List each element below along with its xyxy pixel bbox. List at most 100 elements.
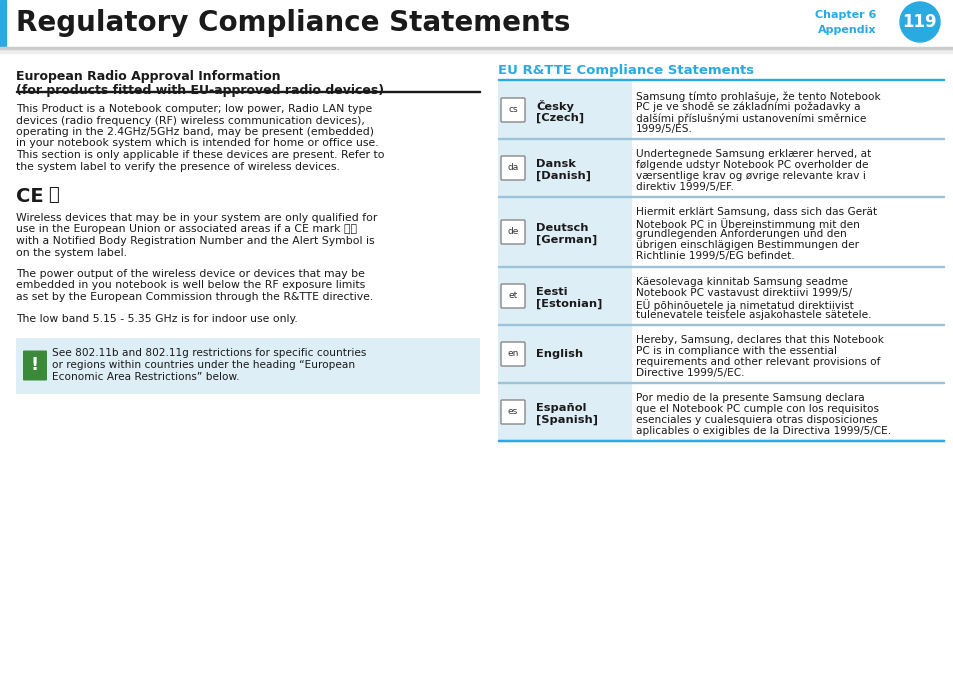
FancyBboxPatch shape (500, 98, 524, 122)
Bar (0, 0, 6, 46)
Text: with a Notified Body Registration Number and the Alert Symbol is: with a Notified Body Registration Number… (16, 236, 375, 246)
Text: Notebook PC in Übereinstimmung mit den: Notebook PC in Übereinstimmung mit den (636, 218, 859, 230)
Text: operating in the 2.4GHz/5GHz band, may be present (embedded): operating in the 2.4GHz/5GHz band, may b… (16, 127, 374, 137)
Text: [Czech]: [Czech] (536, 113, 583, 123)
Text: in your notebook system which is intended for home or office use.: in your notebook system which is intende… (16, 139, 378, 148)
Text: Deutsch: Deutsch (536, 223, 588, 233)
FancyBboxPatch shape (500, 220, 524, 244)
Text: Hiermit erklärt Samsung, dass sich das Gerät: Hiermit erklärt Samsung, dass sich das G… (636, 207, 877, 217)
Bar (631, 267, 943, 325)
Text: the system label to verify the presence of wireless devices.: the system label to verify the presence … (16, 162, 339, 171)
Text: [German]: [German] (536, 235, 597, 245)
Bar (16, 338, 479, 393)
Text: The low band 5.15 - 5.35 GHz is for indoor use only.: The low band 5.15 - 5.35 GHz is for indo… (16, 313, 297, 324)
Text: See 802.11b and 802.11g restrictions for specific countries: See 802.11b and 802.11g restrictions for… (52, 349, 366, 359)
Text: or regions within countries under the heading “European: or regions within countries under the he… (52, 360, 355, 370)
Text: requirements and other relevant provisions of: requirements and other relevant provisio… (636, 357, 880, 367)
Text: en: en (507, 349, 518, 359)
FancyBboxPatch shape (23, 351, 47, 380)
Text: Käesolevaga kinnitab Samsung seadme: Käesolevaga kinnitab Samsung seadme (636, 277, 847, 287)
Text: Directive 1999/5/EC.: Directive 1999/5/EC. (636, 368, 743, 378)
Text: Appendix: Appendix (817, 25, 875, 35)
FancyBboxPatch shape (500, 156, 524, 180)
Bar (631, 383, 943, 441)
Text: dalšími příslušnými ustanoveními směrnice: dalšími příslušnými ustanoveními směrnic… (636, 113, 865, 124)
Bar (497, 81, 631, 139)
Text: The power output of the wireless device or devices that may be: The power output of the wireless device … (16, 269, 364, 279)
Bar (497, 382, 943, 383)
Bar (0, 49, 953, 53)
Text: Chapter 6: Chapter 6 (814, 10, 875, 20)
Text: da: da (507, 164, 518, 173)
Bar (497, 197, 631, 267)
FancyBboxPatch shape (500, 400, 524, 424)
Bar (497, 267, 631, 325)
Bar (16, 91, 479, 92)
Text: de: de (507, 227, 518, 236)
Text: English: English (536, 349, 582, 359)
Bar (497, 440, 943, 441)
Bar (497, 325, 631, 383)
Text: es: es (507, 408, 517, 416)
Text: værsentlige krav og øvrige relevante krav i: værsentlige krav og øvrige relevante kra… (636, 171, 865, 181)
Text: CE: CE (16, 187, 44, 206)
Bar (497, 266, 943, 267)
Text: Richtlinie 1999/5/EG befindet.: Richtlinie 1999/5/EG befindet. (636, 251, 794, 261)
Bar (497, 383, 631, 441)
Text: übrigen einschlägigen Bestimmungen der: übrigen einschlägigen Bestimmungen der (636, 240, 858, 250)
Bar (631, 197, 943, 267)
Text: Eesti: Eesti (536, 287, 567, 297)
Text: Dansk: Dansk (536, 159, 576, 169)
Text: ⓘ: ⓘ (48, 186, 59, 204)
Text: Español: Español (536, 403, 586, 413)
Text: følgende udstyr Notebook PC overholder de: følgende udstyr Notebook PC overholder d… (636, 160, 867, 170)
Bar (497, 439, 943, 441)
Text: 1999/5/ES.: 1999/5/ES. (636, 124, 692, 134)
Text: This Product is a Notebook computer; low power, Radio LAN type: This Product is a Notebook computer; low… (16, 104, 372, 114)
Text: Regulatory Compliance Statements: Regulatory Compliance Statements (16, 9, 570, 37)
Text: devices (radio frequency (RF) wireless communication devices),: devices (radio frequency (RF) wireless c… (16, 116, 364, 125)
Bar (497, 324, 943, 325)
Bar (497, 139, 631, 197)
Text: use in the European Union or associated areas if a CE mark Ⓒⓔ: use in the European Union or associated … (16, 225, 356, 234)
Text: European Radio Approval Information: European Radio Approval Information (16, 70, 280, 83)
Text: EÜ põhinõuetele ja nimetatud direktiivist: EÜ põhinõuetele ja nimetatud direktiivis… (636, 299, 853, 311)
Text: esenciales y cualesquiera otras disposiciones: esenciales y cualesquiera otras disposic… (636, 415, 877, 425)
Text: 119: 119 (902, 13, 937, 31)
Bar (0, 0, 953, 46)
Bar (0, 47, 953, 49)
Text: Samsung tímto prohlašuje, že tento Notebook: Samsung tímto prohlašuje, že tento Noteb… (636, 91, 880, 102)
Bar (497, 79, 943, 80)
Text: que el Notebook PC cumple con los requisitos: que el Notebook PC cumple con los requis… (636, 404, 878, 414)
Text: EU R&TTE Compliance Statements: EU R&TTE Compliance Statements (497, 64, 753, 77)
Text: grundlegenden Anforderungen und den: grundlegenden Anforderungen und den (636, 229, 846, 239)
Text: !: ! (30, 357, 39, 374)
Text: Wireless devices that may be in your system are only qualified for: Wireless devices that may be in your sys… (16, 213, 377, 223)
Text: [Danish]: [Danish] (536, 171, 590, 181)
Text: Por medio de la presente Samsung declara: Por medio de la presente Samsung declara (636, 393, 863, 403)
Bar (631, 81, 943, 139)
Text: [Spanish]: [Spanish] (536, 415, 598, 425)
Text: direktiv 1999/5/EF.: direktiv 1999/5/EF. (636, 182, 733, 192)
Text: (for products fitted with EU-approved radio devices): (for products fitted with EU-approved ra… (16, 84, 384, 97)
Text: Hereby, Samsung, declares that this Notebook: Hereby, Samsung, declares that this Note… (636, 335, 882, 345)
Text: Undertegnede Samsung erklærer herved, at: Undertegnede Samsung erklærer herved, at (636, 149, 870, 159)
Text: Česky: Česky (536, 100, 574, 112)
Text: PC je ve shodě se základními požadavky a: PC je ve shodě se základními požadavky a (636, 102, 860, 112)
Text: PC is in compliance with the essential: PC is in compliance with the essential (636, 346, 836, 356)
Text: on the system label.: on the system label. (16, 248, 127, 257)
Bar (497, 138, 943, 139)
FancyBboxPatch shape (500, 284, 524, 308)
Text: embedded in you notebook is well below the RF exposure limits: embedded in you notebook is well below t… (16, 280, 365, 290)
Bar (631, 139, 943, 197)
Text: This section is only applicable if these devices are present. Refer to: This section is only applicable if these… (16, 150, 384, 160)
Text: cs: cs (508, 106, 517, 114)
Bar (631, 325, 943, 383)
FancyBboxPatch shape (500, 342, 524, 366)
Text: aplicables o exigibles de la Directiva 1999/5/CE.: aplicables o exigibles de la Directiva 1… (636, 426, 890, 436)
Bar (497, 196, 943, 197)
Text: tulenevatele teistele asjakohastele sätetele.: tulenevatele teistele asjakohastele säte… (636, 310, 871, 320)
Circle shape (899, 2, 939, 42)
Text: et: et (508, 292, 517, 301)
Text: Notebook PC vastavust direktiivi 1999/5/: Notebook PC vastavust direktiivi 1999/5/ (636, 288, 851, 298)
